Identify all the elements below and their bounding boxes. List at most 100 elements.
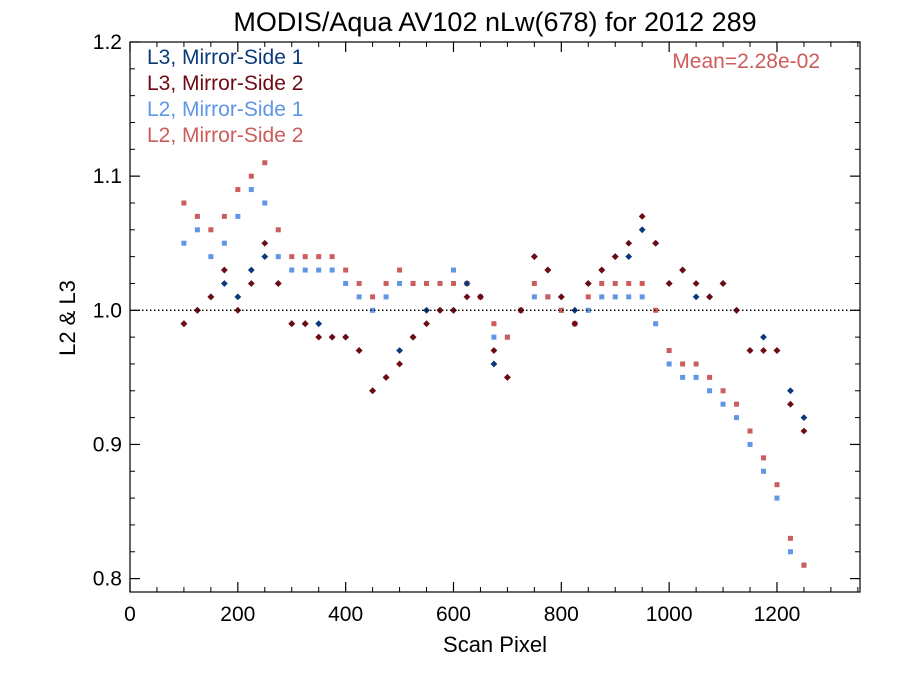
data-point [747, 428, 753, 434]
data-point [733, 306, 740, 314]
data-point [558, 307, 564, 313]
data-point [612, 294, 618, 300]
data-point [382, 373, 390, 381]
data-point [328, 333, 336, 341]
data-point [436, 306, 444, 314]
data-point [261, 239, 269, 247]
data-point [221, 240, 227, 246]
data-point [530, 253, 538, 261]
data-point [289, 267, 295, 273]
data-point [235, 187, 241, 193]
data-point [274, 280, 282, 287]
data-point [262, 160, 268, 166]
y-tick-label: 1.2 [93, 31, 122, 54]
data-point [720, 401, 726, 407]
data-point [760, 347, 767, 354]
data-point [220, 266, 228, 274]
data-point [719, 280, 727, 287]
x-tick-label: 1000 [646, 603, 693, 626]
data-point [639, 294, 645, 300]
data-point [397, 267, 403, 273]
data-point [639, 280, 645, 286]
data-point [247, 280, 255, 287]
y-tick-label: 0.8 [93, 568, 122, 591]
data-point [679, 266, 687, 274]
mean-annotation: Mean=2.28e-02 [672, 50, 820, 73]
data-point [275, 227, 281, 233]
data-point [370, 294, 376, 300]
chart-title: MODIS/Aqua AV102 nLw(678) for 2012 289 [233, 7, 756, 37]
data-point [342, 333, 350, 341]
data-point [746, 347, 754, 354]
data-point [787, 535, 793, 541]
data-point [760, 455, 766, 461]
plot-frame [129, 41, 861, 593]
data-point [638, 212, 646, 220]
data-point [424, 280, 430, 286]
legend-entry: L2, Mirror-Side 2 [147, 124, 303, 147]
legend-entry: L3, Mirror-Side 1 [147, 46, 303, 69]
data-point [234, 306, 242, 314]
data-point [638, 226, 646, 234]
data-point [773, 347, 781, 354]
x-tick-label: 400 [328, 603, 363, 626]
data-point [491, 321, 497, 327]
legend-entry: L3, Mirror-Side 2 [147, 72, 303, 95]
data-point [599, 280, 605, 286]
data-point [490, 360, 498, 368]
legend-entry: L2, Mirror-Side 1 [147, 98, 303, 121]
data-point [760, 468, 766, 474]
data-point [450, 280, 456, 286]
data-point [437, 280, 443, 286]
series-l2-mirror-side-1 [181, 187, 807, 568]
data-point [220, 280, 228, 287]
data-point [504, 334, 510, 340]
data-point [248, 187, 254, 193]
data-point [221, 213, 227, 219]
data-point [531, 294, 537, 300]
data-point [787, 387, 794, 395]
data-point [356, 294, 362, 300]
data-point [463, 293, 471, 301]
data-point [787, 549, 793, 555]
data-point [653, 307, 659, 313]
data-point [423, 320, 430, 328]
data-point [585, 307, 591, 313]
data-point [720, 388, 726, 394]
data-point [611, 253, 619, 261]
data-point [409, 333, 417, 341]
data-point [760, 333, 767, 341]
data-point [692, 280, 700, 287]
data-point [329, 267, 335, 273]
data-point [288, 320, 296, 328]
data-point [397, 280, 403, 286]
data-point [316, 254, 322, 260]
data-point [180, 320, 188, 328]
data-point [235, 213, 241, 219]
data-point [707, 374, 713, 380]
data-point [343, 267, 349, 273]
data-point [692, 293, 700, 301]
data-point [329, 254, 335, 260]
x-axis-label: Scan Pixel [443, 632, 547, 657]
data-point [369, 387, 377, 395]
y-tick-label: 1.1 [93, 165, 122, 188]
data-point [666, 348, 672, 354]
data-point [234, 293, 242, 301]
data-point [625, 253, 633, 261]
data-point [680, 374, 686, 380]
data-point [316, 267, 322, 273]
data-point [383, 280, 389, 286]
data-point [706, 293, 713, 301]
data-point [544, 266, 552, 274]
data-point [194, 213, 200, 219]
y-axis-label: L2 & L3 [55, 280, 80, 356]
data-point [194, 227, 200, 233]
data-point [193, 306, 201, 314]
data-point [774, 495, 780, 501]
data-point [734, 415, 740, 421]
data-point [504, 373, 511, 381]
data-point [208, 227, 214, 233]
data-point [612, 280, 618, 286]
axis-ticks: 0 200 400 600 800 1000 1200 0.8 0.9 1.0 1.1 1.2 [93, 31, 860, 626]
